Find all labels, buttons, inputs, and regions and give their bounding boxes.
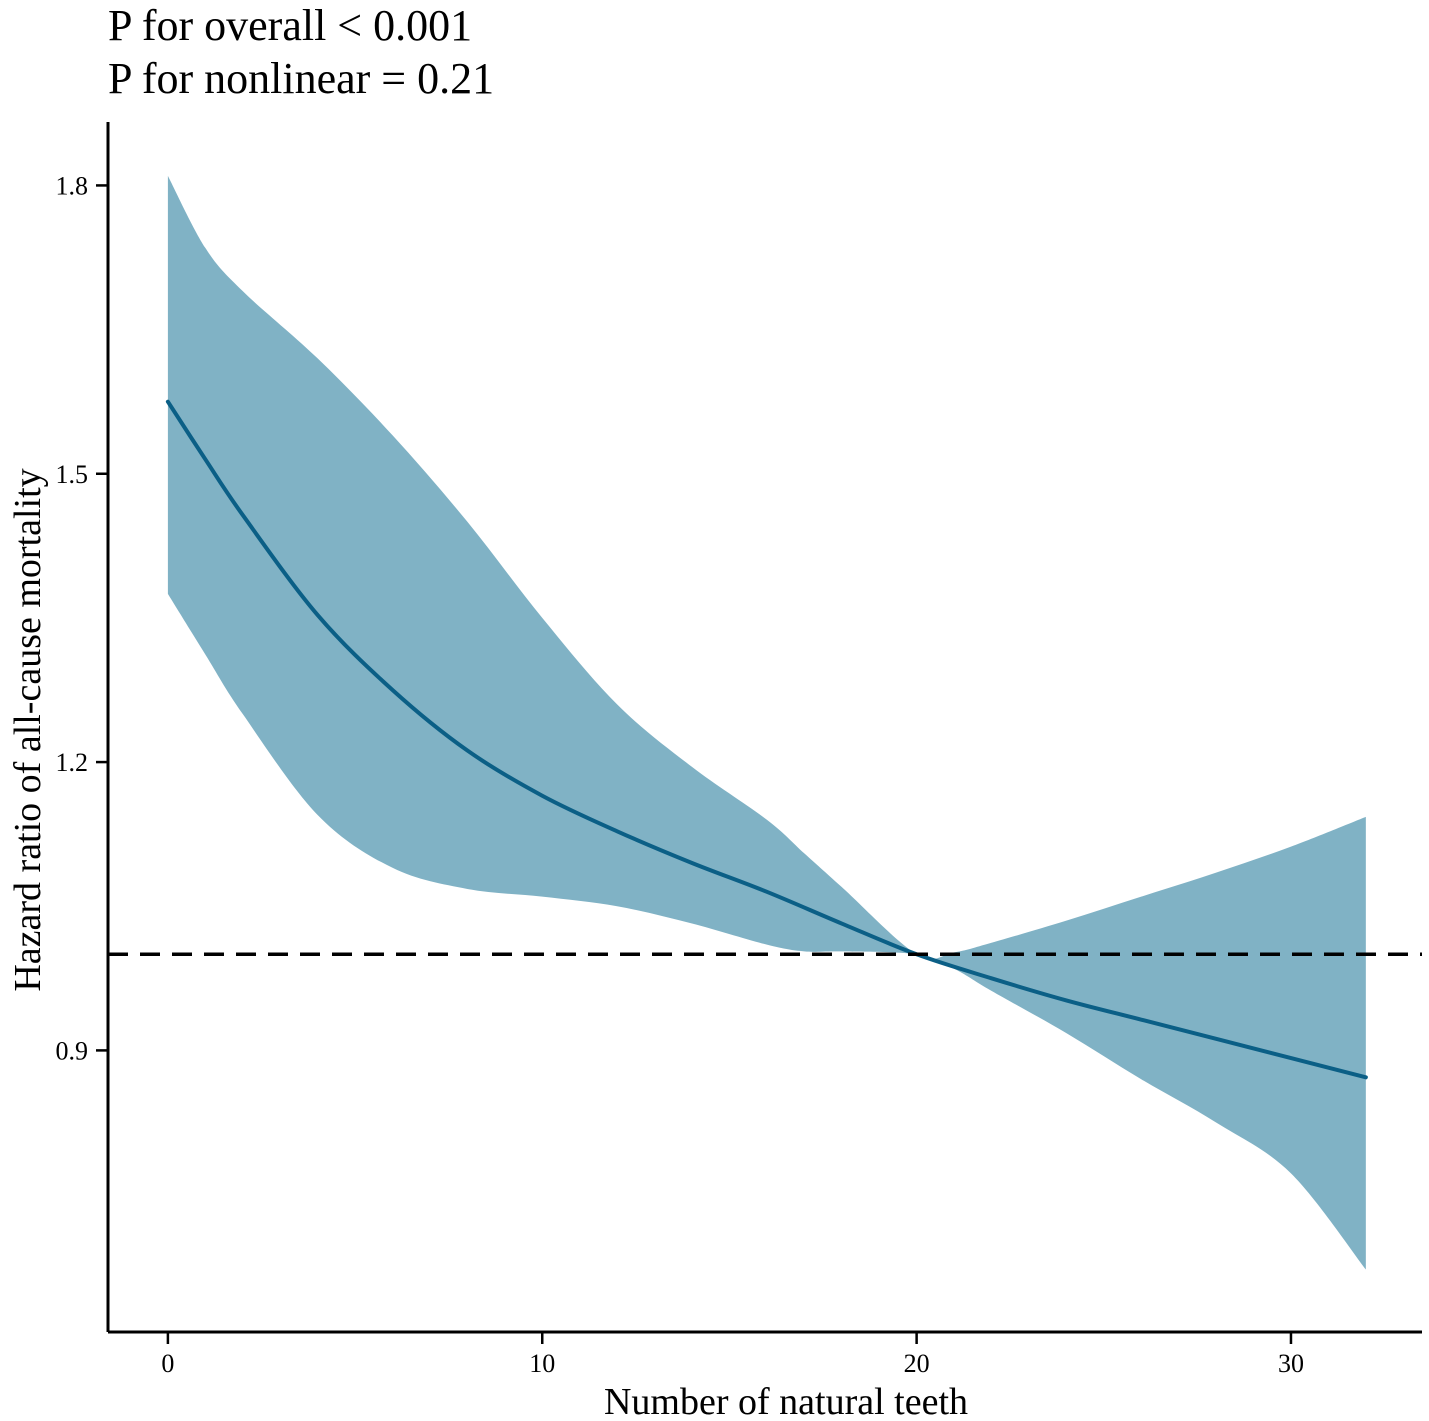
p-nonlinear-annotation: P for nonlinear = 0.21	[108, 54, 494, 103]
y-tick-label: 1.8	[56, 171, 89, 200]
x-tick-label: 30	[1278, 1349, 1304, 1378]
y-tick-label: 1.5	[56, 460, 89, 489]
x-tick-label: 10	[529, 1349, 555, 1378]
axes: 0 10 20 30 0.9 1.2 1.5 1.8	[56, 122, 1422, 1378]
hazard-ratio-line-layer	[165, 399, 1368, 1080]
hazard-ratio-line	[165, 399, 1368, 1080]
x-axis-title: Number of natural teeth	[604, 1381, 968, 1421]
confidence-band	[167, 175, 1366, 1270]
x-tick-label: 20	[904, 1349, 930, 1378]
x-tick-label: 0	[161, 1349, 174, 1378]
y-tick-label: 1.2	[56, 748, 89, 777]
y-tick-label: 0.9	[56, 1036, 89, 1065]
y-axis-title: Hazard ratio of all-cause mortality	[7, 468, 49, 991]
confidence-band-layer	[167, 175, 1366, 1270]
p-overall-annotation: P for overall < 0.001	[108, 1, 472, 50]
